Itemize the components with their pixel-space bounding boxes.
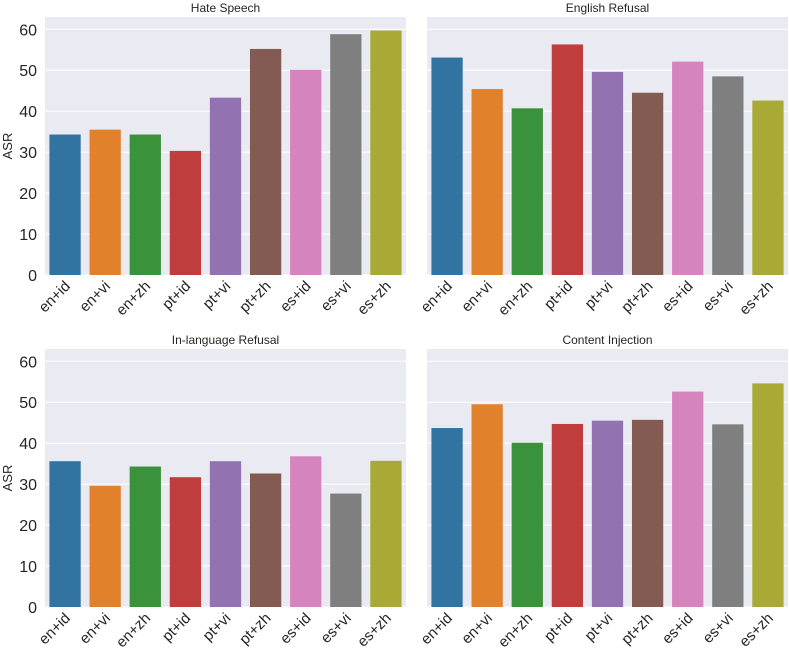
x-tick-label: pt+id	[159, 278, 194, 313]
bar-en-vi	[471, 404, 503, 607]
bar-es-vi	[712, 76, 744, 275]
y-tick-label: 40	[19, 104, 37, 121]
bar-en-zh	[129, 466, 161, 607]
y-axis-label: ASR	[0, 133, 15, 160]
x-tick-label: en+vi	[76, 610, 114, 648]
y-tick-label: 50	[19, 63, 37, 80]
bar-en-id	[431, 57, 463, 275]
x-tick-label: pt+vi	[200, 610, 235, 645]
bar-en-id	[49, 461, 81, 607]
y-tick-label: 30	[19, 145, 37, 162]
x-tick-label: es+zh	[354, 610, 395, 651]
bar-en-zh	[511, 442, 543, 607]
x-tick-label: pt+zh	[236, 610, 274, 648]
y-tick-label: 30	[19, 477, 37, 494]
chart-title: In-language Refusal	[172, 333, 279, 347]
x-tick-label: es+zh	[354, 278, 395, 319]
x-tick-label: pt+zh	[618, 278, 656, 316]
bar-en-id	[431, 428, 463, 607]
chart-panel-in-language-refusal: In-language Refusal 0 10 20 30 40 50 60 ASR en+id…	[0, 333, 406, 651]
x-tick-label: es+vi	[318, 610, 355, 647]
bar-es-zh	[370, 460, 402, 607]
bar-pt-id	[169, 150, 202, 275]
x-tick-label: en+id	[418, 278, 456, 316]
bar-es-zh	[370, 30, 402, 276]
y-tick-label: 20	[19, 186, 37, 203]
bar-pt-id	[551, 44, 584, 275]
bar-es-zh	[752, 100, 784, 276]
y-tick-label: 40	[19, 436, 37, 453]
x-tick-label: en+vi	[76, 278, 114, 316]
x-tick-label: pt+id	[159, 610, 194, 645]
x-tick-label: es+zh	[736, 610, 777, 651]
x-tick-label: es+id	[659, 278, 697, 316]
x-tick-label: pt+vi	[582, 278, 617, 313]
x-tick-label: pt+id	[541, 610, 576, 645]
bar-pt-vi	[591, 71, 624, 275]
chart-title: English Refusal	[566, 1, 649, 15]
bar-pt-zh	[249, 473, 282, 607]
chart-title: Hate Speech	[191, 1, 260, 15]
bar-pt-zh	[249, 48, 282, 275]
y-tick-label: 10	[19, 559, 37, 576]
x-tick-label: en+zh	[113, 278, 154, 319]
bar-es-id	[672, 61, 704, 276]
bar-en-vi	[89, 129, 121, 275]
x-tick-label: pt+vi	[200, 278, 235, 313]
bar-es-vi	[712, 424, 744, 607]
bar-en-vi	[89, 485, 121, 607]
bar-en-zh	[511, 108, 543, 275]
x-tick-label: es+id	[277, 278, 315, 316]
x-tick-label: pt+vi	[582, 610, 617, 645]
x-tick-label: en+vi	[458, 610, 496, 648]
x-tick-label: en+id	[36, 610, 74, 648]
x-tick-label: en+vi	[458, 278, 496, 316]
x-tick-label: pt+zh	[236, 278, 274, 316]
x-tick-label: pt+id	[541, 278, 576, 313]
bar-pt-zh	[631, 419, 664, 607]
x-tick-label: en+zh	[495, 610, 536, 651]
x-tick-label: es+vi	[700, 610, 737, 647]
y-tick-label: 60	[19, 22, 37, 39]
y-tick-label: 10	[19, 227, 37, 244]
bar-es-vi	[330, 34, 362, 276]
bar-pt-vi	[209, 461, 242, 607]
x-tick-label: en+zh	[495, 278, 536, 319]
bar-pt-id	[169, 477, 202, 607]
y-tick-label: 60	[19, 354, 37, 371]
y-tick-label: 0	[28, 600, 37, 617]
chart-panel-hate-speech: Hate Speech 0 10 20 30 40 50 60 ASR en+id en+vien+…	[0, 1, 406, 319]
y-axis-label: ASR	[0, 465, 15, 492]
x-tick-label: es+vi	[700, 278, 737, 315]
bar-en-id	[49, 134, 81, 275]
bar-es-vi	[330, 493, 362, 607]
bar-es-id	[290, 69, 322, 275]
x-tick-label: pt+zh	[618, 610, 656, 648]
bar-pt-vi	[591, 420, 624, 607]
x-tick-label: es+vi	[318, 278, 355, 315]
x-tick-label: es+zh	[736, 278, 777, 319]
x-tick-label: es+id	[277, 610, 315, 648]
y-tick-label: 0	[28, 268, 37, 285]
x-tick-label: en+id	[418, 610, 456, 648]
bar-en-vi	[471, 89, 503, 275]
x-tick-label: en+id	[36, 278, 74, 316]
bar-pt-zh	[631, 92, 664, 275]
bar-en-zh	[129, 134, 161, 275]
chart-title: Content Injection	[562, 333, 652, 347]
x-tick-label: es+id	[659, 610, 697, 648]
bar-pt-id	[551, 423, 584, 607]
bar-pt-vi	[209, 97, 242, 275]
y-tick-label: 20	[19, 518, 37, 535]
y-tick-label: 50	[19, 395, 37, 412]
bar-es-zh	[752, 383, 784, 607]
bar-es-id	[672, 391, 704, 607]
bar-es-id	[290, 456, 322, 607]
x-tick-label: en+zh	[113, 610, 154, 651]
